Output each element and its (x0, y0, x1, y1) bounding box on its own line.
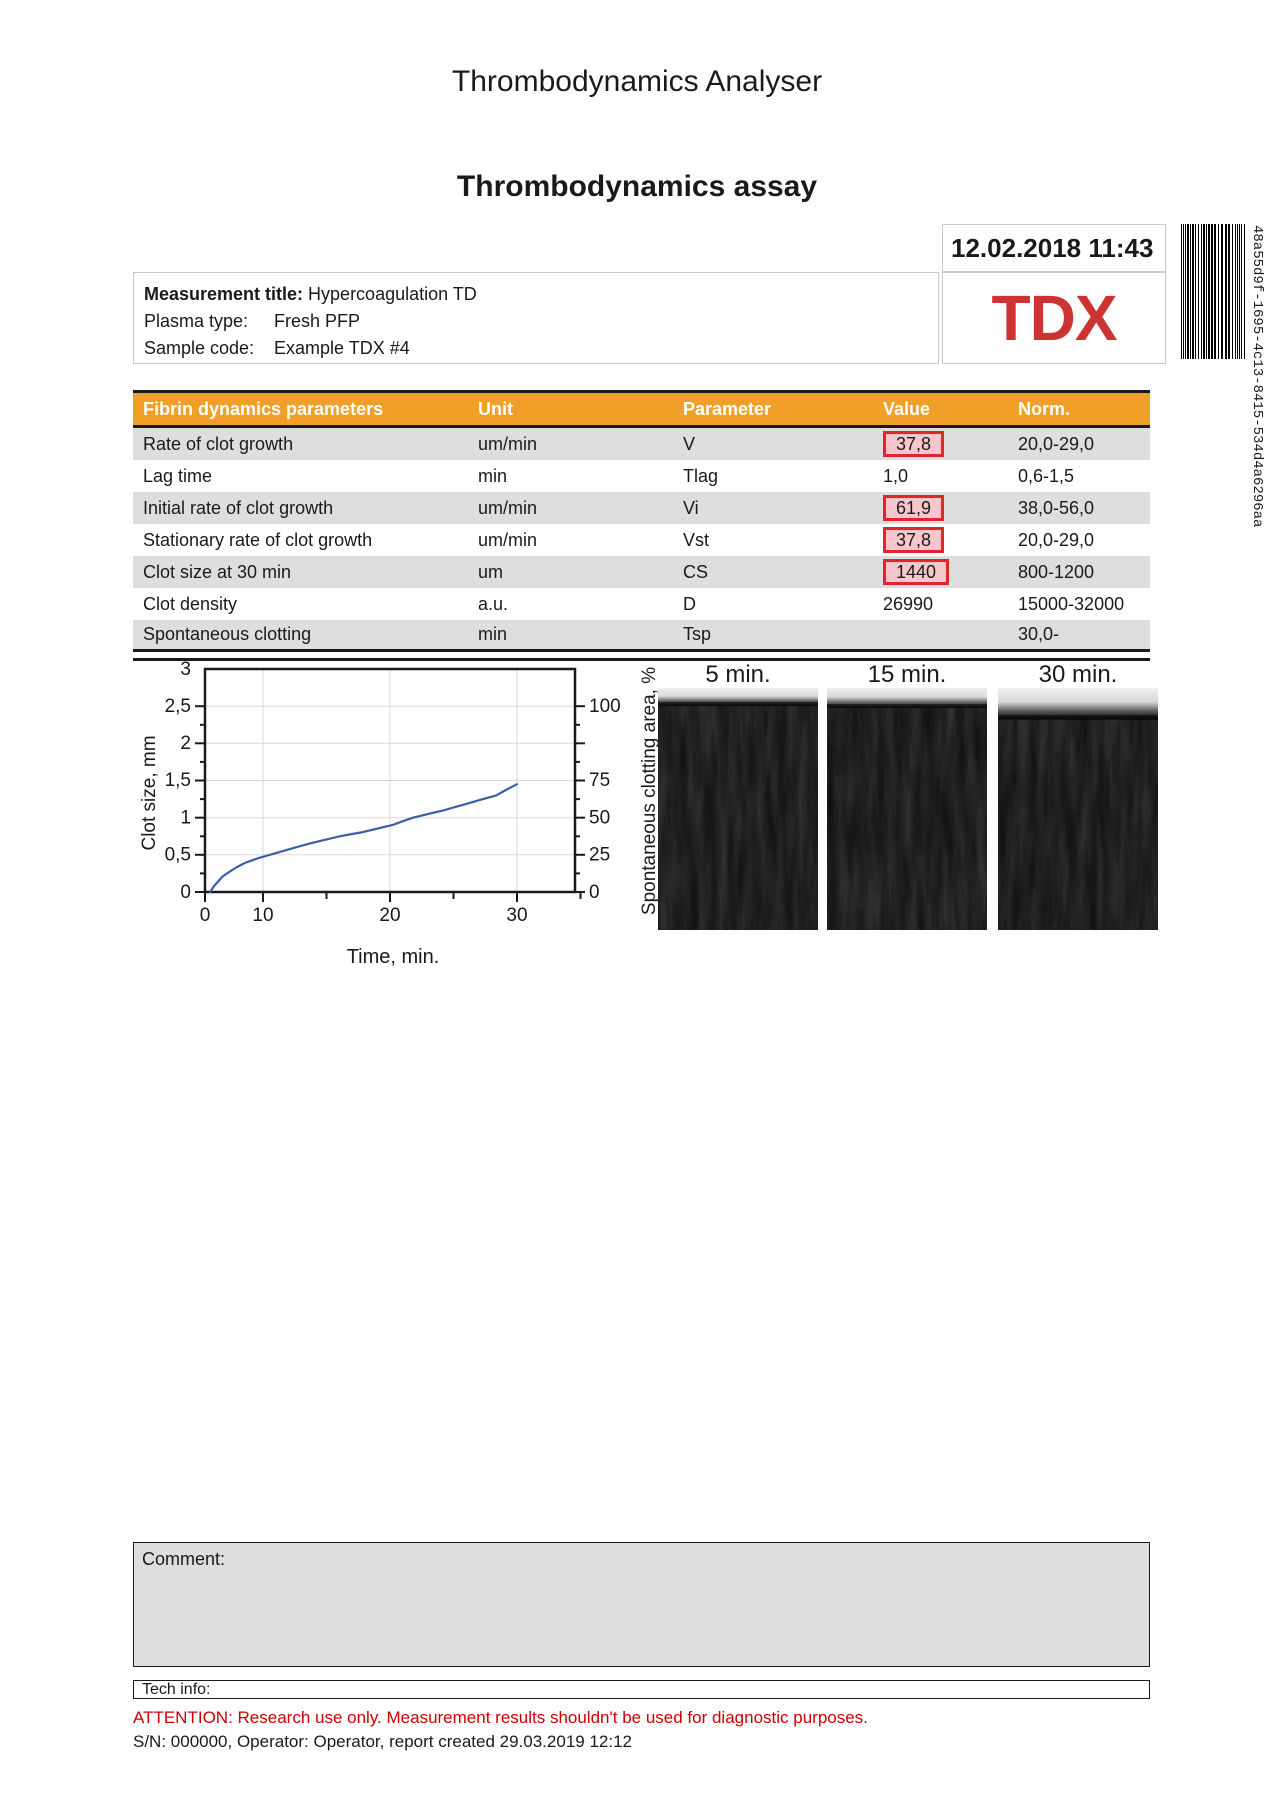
svg-text:75: 75 (589, 770, 610, 791)
svg-text:0: 0 (180, 882, 191, 903)
svg-text:50: 50 (589, 807, 610, 828)
svg-text:2: 2 (180, 733, 191, 754)
svg-text:0,5: 0,5 (165, 844, 191, 865)
svg-text:20: 20 (379, 905, 400, 926)
svg-text:1,5: 1,5 (165, 770, 191, 791)
svg-text:Time, min.: Time, min. (347, 946, 440, 968)
svg-text:100: 100 (589, 696, 621, 717)
svg-text:0: 0 (589, 882, 600, 903)
svg-text:2,5: 2,5 (165, 696, 191, 717)
svg-text:Spontaneous clotting area, %: Spontaneous clotting area, % (639, 667, 660, 915)
svg-text:3: 3 (180, 659, 191, 680)
svg-text:1: 1 (180, 807, 191, 828)
svg-text:0: 0 (200, 905, 211, 926)
svg-text:25: 25 (589, 844, 610, 865)
svg-text:Clot size, mm: Clot size, mm (139, 735, 160, 850)
svg-text:30: 30 (506, 905, 527, 926)
svg-text:10: 10 (252, 905, 273, 926)
